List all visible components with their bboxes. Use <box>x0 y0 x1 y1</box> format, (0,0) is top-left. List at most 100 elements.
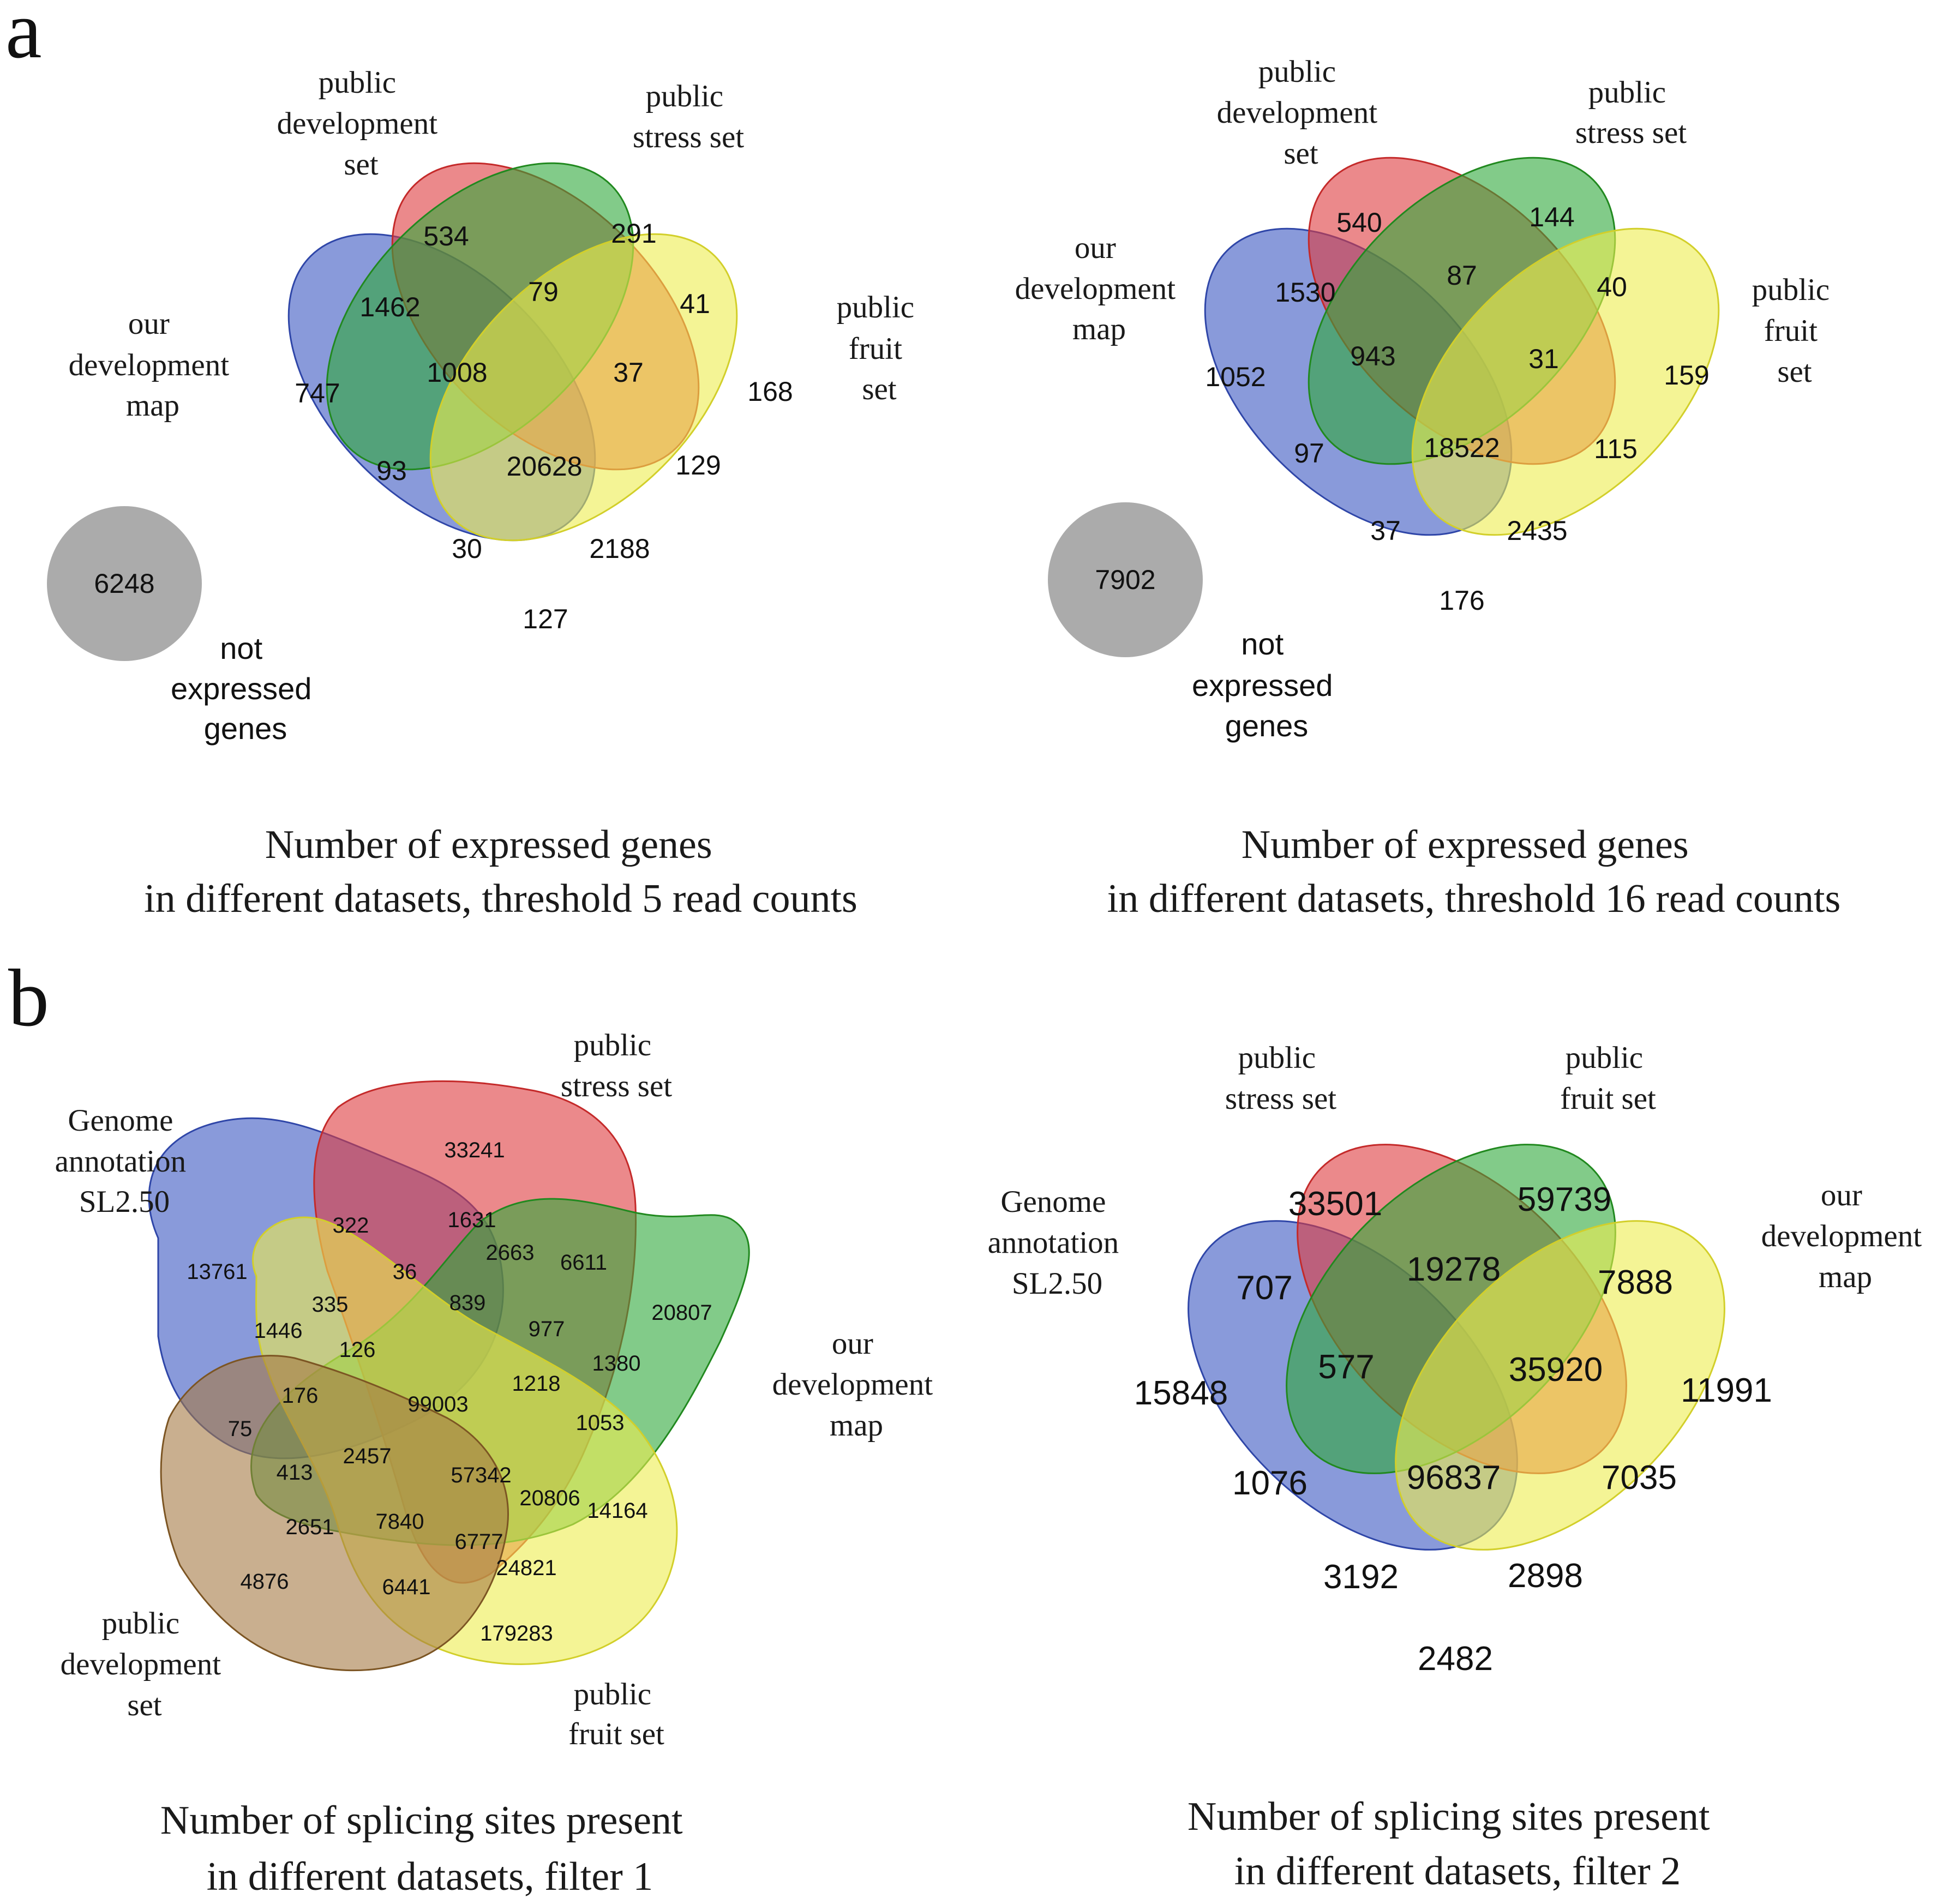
region-count: 35920 <box>1509 1351 1603 1389</box>
region-count: 322 <box>333 1214 369 1238</box>
label-our-development-map: our development map <box>69 307 237 423</box>
region-count: 75 <box>228 1417 253 1441</box>
label-our-development-map: our development map <box>1015 231 1184 346</box>
region-count: 96837 <box>1407 1459 1501 1497</box>
region-count: 534 <box>423 221 469 251</box>
not-expressed-count: 7902 <box>1095 564 1155 595</box>
region-count: 15848 <box>1134 1374 1228 1412</box>
region-count: 977 <box>529 1317 565 1341</box>
region-count: 31 <box>1528 344 1559 374</box>
region-count: 1008 <box>427 357 487 388</box>
region-count: 2482 <box>1418 1640 1493 1678</box>
region-count: 577 <box>1318 1348 1374 1386</box>
region-count: 87 <box>1447 260 1477 291</box>
label-public-fruit-set: public fruit set <box>568 1677 664 1751</box>
region-count: 6777 <box>455 1530 503 1554</box>
venn-a-right: 7902 not expressed genes our development… <box>1015 55 1841 921</box>
region-count: 335 <box>312 1293 349 1317</box>
set-public-fruit <box>429 233 738 542</box>
not-expressed-count: 6248 <box>94 568 154 599</box>
region-count: 3192 <box>1323 1558 1399 1596</box>
region-count: 115 <box>1594 434 1638 464</box>
label-public-stress-set: public stress set <box>633 79 744 154</box>
label-genome-annotation: Genome annotation SL2.50 <box>55 1103 194 1219</box>
region-count: 14164 <box>587 1499 647 1523</box>
region-count: 41 <box>680 289 710 319</box>
region-count: 129 <box>675 450 721 480</box>
region-count: 19278 <box>1407 1251 1501 1288</box>
label-public-fruit-set: public fruit set <box>837 290 922 406</box>
region-count: 2898 <box>1508 1557 1583 1595</box>
region-count: 57342 <box>451 1463 511 1487</box>
caption-a-left: Number of expressed genes in different d… <box>144 822 857 921</box>
set-public-development <box>160 1355 509 1672</box>
region-count: 33501 <box>1288 1185 1382 1223</box>
region-count: 6611 <box>560 1251 607 1275</box>
region-count: 20628 <box>506 451 582 482</box>
region-count: 1053 <box>576 1411 625 1435</box>
region-count: 93 <box>376 455 407 486</box>
not-expressed-label: not expressed genes <box>1192 627 1341 743</box>
region-count: 2651 <box>286 1515 334 1539</box>
label-genome-annotation: Genome annotation SL2.50 <box>988 1185 1127 1301</box>
set-public-fruit <box>1411 227 1720 536</box>
label-public-development-set: public development set <box>1217 55 1386 171</box>
region-count: 18522 <box>1424 433 1500 463</box>
region-count: 1052 <box>1205 362 1266 392</box>
venn-b-left: Genome annotation SL2.50 public stress s… <box>55 1028 941 1899</box>
region-count: 2435 <box>1507 515 1567 546</box>
label-public-stress-set: public stress set <box>561 1028 672 1103</box>
region-count: 59739 <box>1518 1181 1611 1218</box>
region-count: 30 <box>452 533 482 564</box>
region-count: 179283 <box>480 1621 553 1645</box>
not-expressed-label: not expressed genes <box>171 631 320 746</box>
label-public-stress-set: public stress set <box>1225 1041 1336 1116</box>
label-our-development-map: our development map <box>772 1326 941 1443</box>
region-count: 40 <box>1597 272 1627 302</box>
region-count: 943 <box>1350 341 1395 371</box>
region-count: 2457 <box>343 1444 392 1468</box>
region-count: 1462 <box>359 292 420 322</box>
region-count: 413 <box>277 1461 313 1485</box>
region-count: 1218 <box>512 1372 561 1396</box>
region-count: 79 <box>528 277 559 307</box>
region-count: 7035 <box>1602 1459 1677 1497</box>
venn-b-right: public stress set public fruit set Genom… <box>988 1041 1922 1894</box>
region-count: 20807 <box>651 1301 712 1325</box>
caption-b-right: Number of splicing sites present in diff… <box>1188 1794 1720 1894</box>
not-expressed-circle <box>47 506 202 661</box>
region-count: 1076 <box>1232 1464 1308 1502</box>
region-count: 747 <box>295 378 340 409</box>
region-count: 1530 <box>1275 277 1335 308</box>
region-count: 1631 <box>448 1208 496 1232</box>
region-count: 33241 <box>444 1138 505 1162</box>
region-count: 7840 <box>376 1510 424 1534</box>
region-count: 7888 <box>1598 1264 1673 1301</box>
region-count: 6441 <box>382 1575 431 1599</box>
region-count: 1380 <box>592 1352 641 1376</box>
panel-a-letter: a <box>5 0 42 75</box>
region-count: 176 <box>1439 585 1484 616</box>
region-counts: 540 144 1530 87 40 1052 943 31 159 97 18… <box>1205 202 1709 616</box>
region-count: 2188 <box>589 533 650 564</box>
region-count: 707 <box>1236 1269 1292 1307</box>
region-count: 168 <box>747 376 793 407</box>
region-count: 99003 <box>407 1392 468 1416</box>
region-count: 839 <box>449 1291 486 1315</box>
panel-b-letter: b <box>8 953 49 1043</box>
label-public-fruit-set: public fruit set <box>1752 273 1838 389</box>
region-counts: 33501 59739 707 19278 7888 15848 577 359… <box>1134 1181 1772 1678</box>
region-count: 13761 <box>187 1260 247 1284</box>
region-count: 36 <box>393 1260 417 1284</box>
region-count: 291 <box>611 218 656 249</box>
region-count: 37 <box>613 357 644 388</box>
region-counts: 534 291 1462 79 41 747 1008 37 168 93 20… <box>295 218 793 634</box>
region-count: 11991 <box>1681 1372 1772 1409</box>
label-public-fruit-set: public fruit set <box>1560 1041 1656 1116</box>
not-expressed-circle <box>1048 502 1203 657</box>
set-our-development-map <box>1395 1220 1725 1551</box>
region-count: 37 <box>1370 515 1401 546</box>
region-count: 1446 <box>254 1319 303 1343</box>
region-count: 159 <box>1664 360 1709 391</box>
